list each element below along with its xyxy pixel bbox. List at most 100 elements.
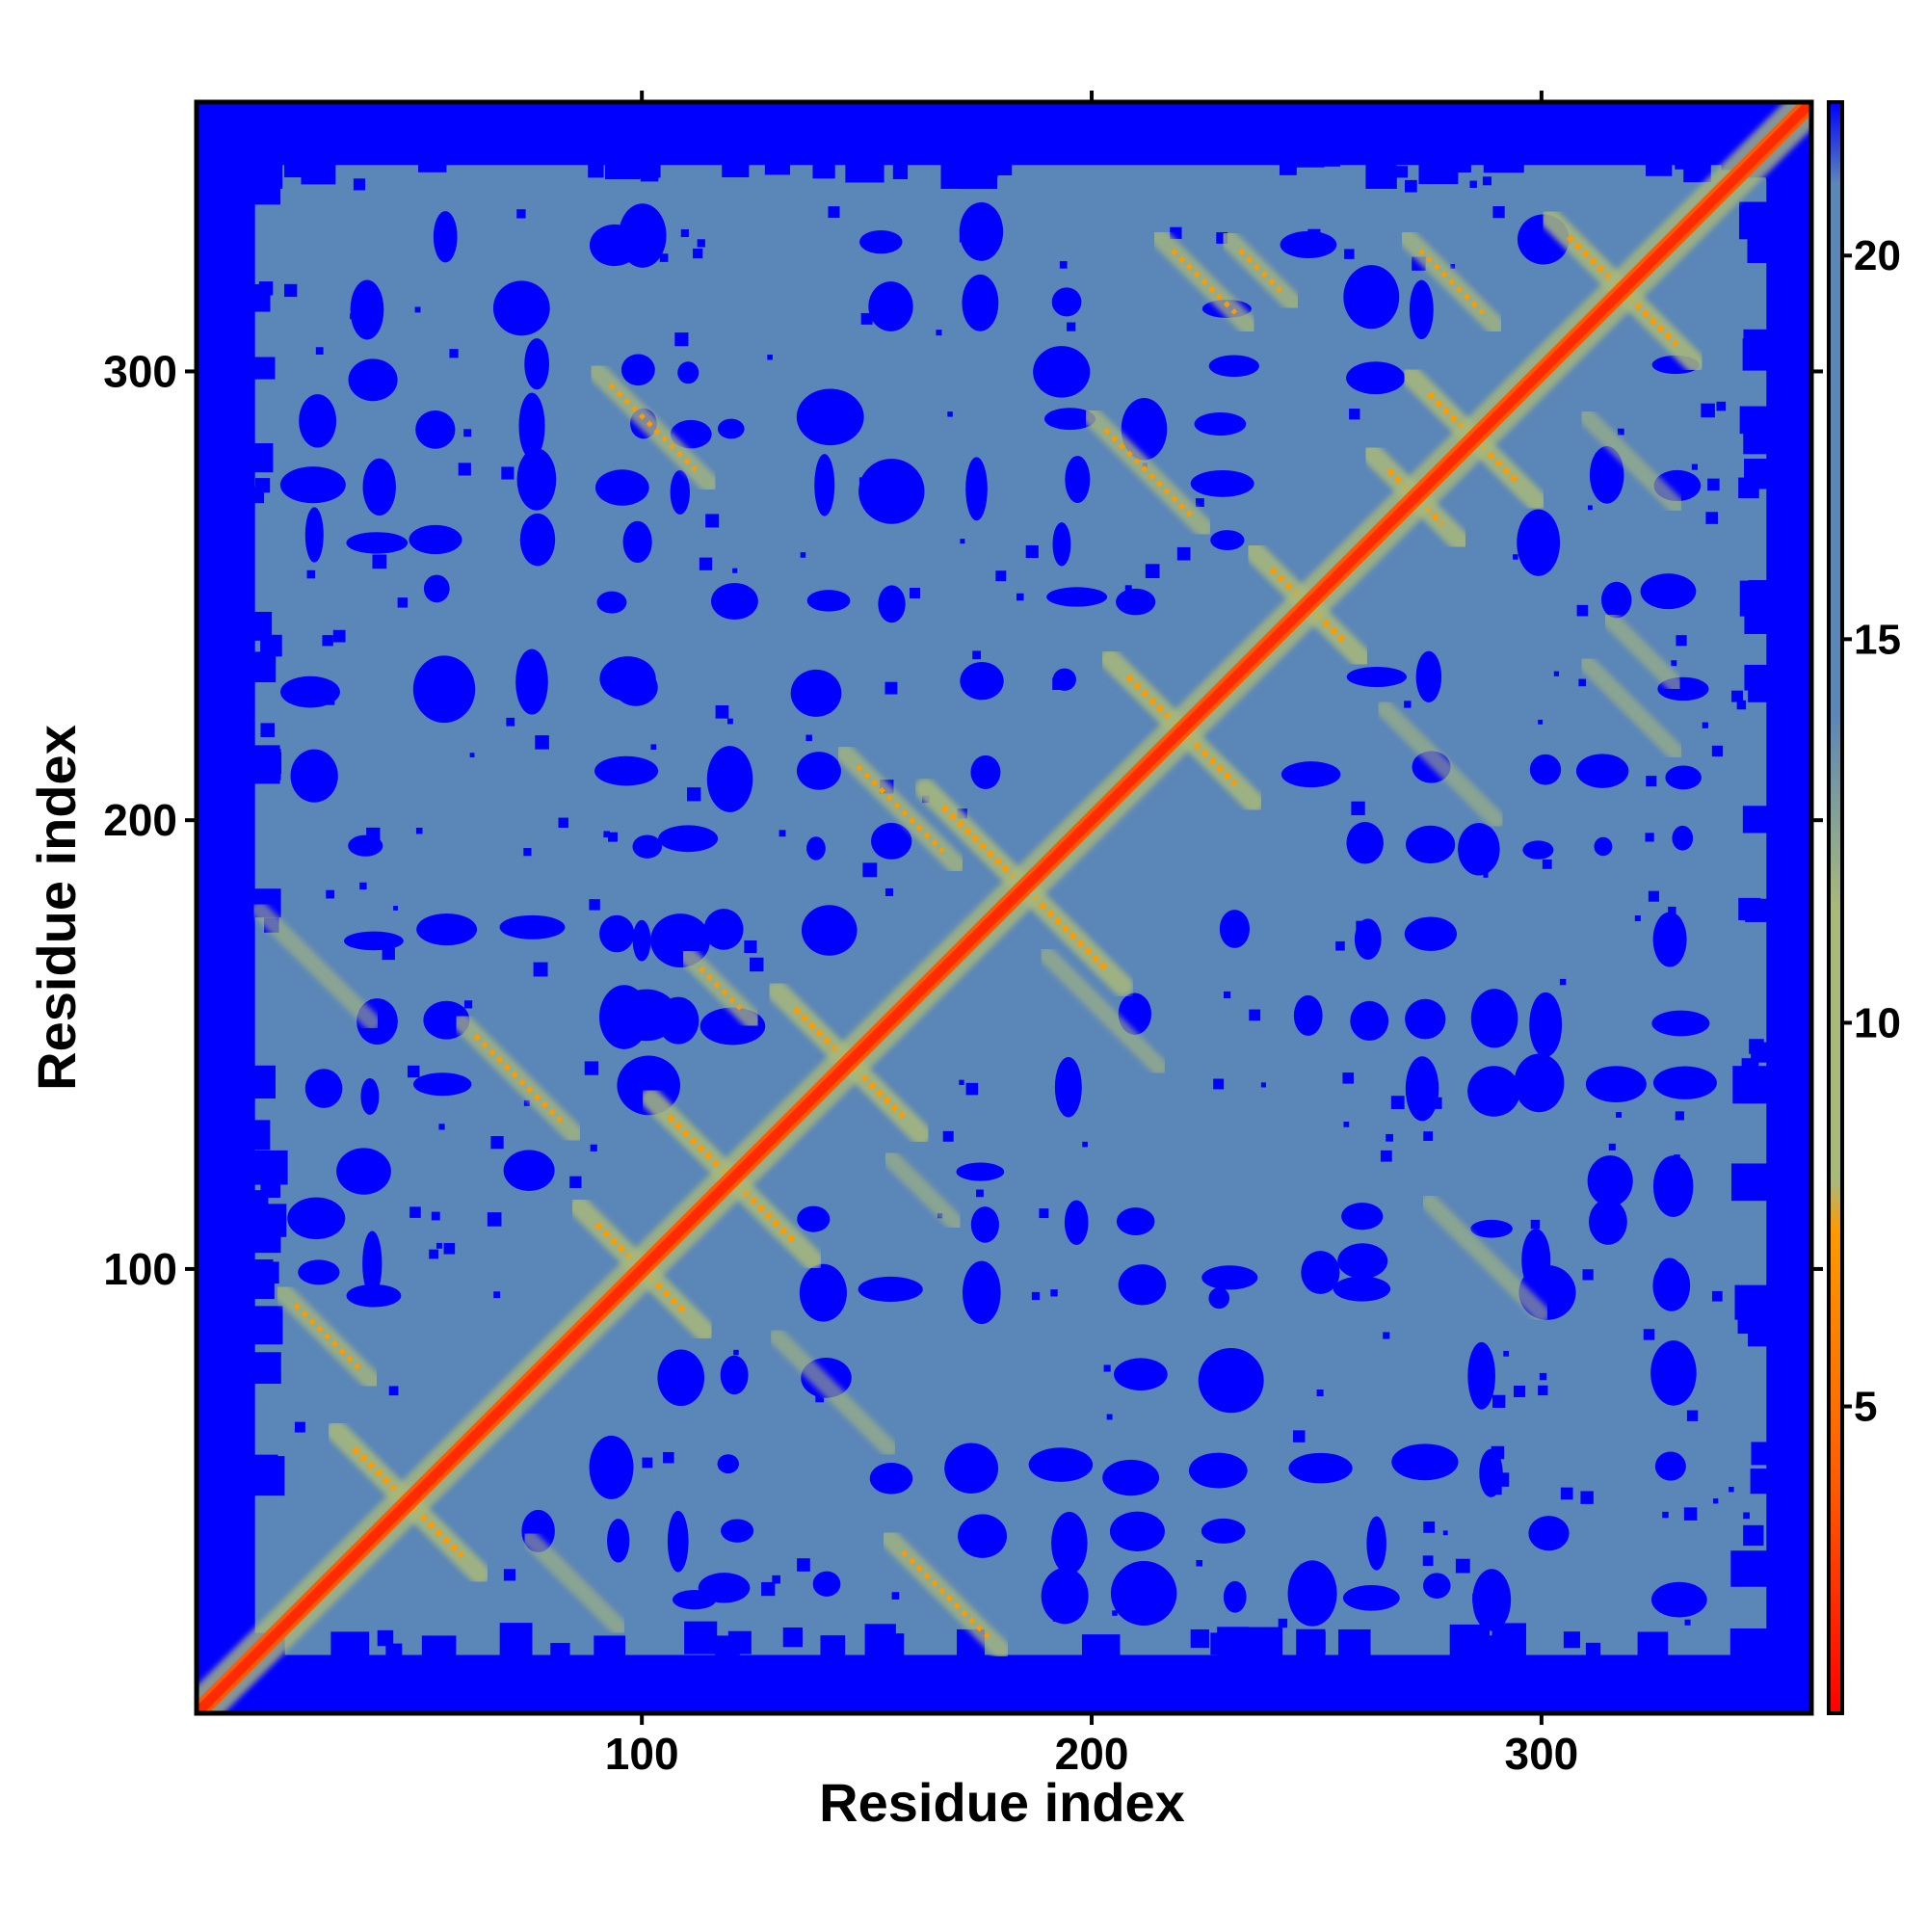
far-distance-dot xyxy=(490,1136,504,1150)
far-distance-dot xyxy=(506,717,515,727)
far-distance-blob xyxy=(1594,836,1613,857)
far-distance-dot xyxy=(858,477,866,484)
far-distance-dot xyxy=(1450,263,1456,269)
far-distance-dot xyxy=(815,1393,825,1403)
far-distance-blob xyxy=(1109,1511,1165,1551)
far-distance-blob xyxy=(1575,754,1629,788)
far-distance-dot xyxy=(797,1558,810,1572)
far-distance-dot xyxy=(326,889,335,899)
far-distance-dot xyxy=(1278,1618,1288,1628)
edge-fringe xyxy=(764,149,791,175)
far-distance-dot xyxy=(1469,180,1477,188)
y-axis: 100 200 300 xyxy=(103,346,197,1294)
far-distance-dot xyxy=(589,899,600,911)
far-distance-dot xyxy=(469,753,475,758)
edge-fringe xyxy=(645,162,661,178)
edge-fringe xyxy=(250,749,281,781)
far-distance-blob xyxy=(1528,1516,1570,1551)
contact-glow-mirror xyxy=(1038,945,1169,1076)
edge-fringe xyxy=(1190,1628,1209,1649)
far-distance-dot xyxy=(1482,176,1491,186)
far-distance-blob xyxy=(499,914,566,940)
right-axis-ticks xyxy=(1811,369,1823,1271)
far-distance-dot xyxy=(1050,1289,1058,1297)
far-distance-dot xyxy=(1686,1410,1699,1421)
far-distance-dot xyxy=(1260,1082,1267,1088)
far-distance-blob xyxy=(1423,1573,1451,1600)
edge-fringe xyxy=(1563,1631,1581,1649)
far-distance-dot xyxy=(891,1592,900,1600)
far-distance-dot xyxy=(569,1176,582,1188)
far-distance-dot xyxy=(1731,690,1743,702)
far-distance-blob xyxy=(1046,587,1108,607)
far-distance-blob xyxy=(677,361,700,384)
far-distance-dot xyxy=(1404,701,1412,708)
contact-glow xyxy=(587,361,720,493)
colorbar-gradient xyxy=(1827,100,1844,1715)
far-distance-dot xyxy=(1196,1559,1203,1567)
far-distance-blob xyxy=(343,931,404,951)
far-distance-dot xyxy=(942,1130,954,1142)
contact-glow-mirror xyxy=(1599,609,1685,695)
far-distance-blob xyxy=(1529,754,1562,785)
far-distance-dot xyxy=(732,568,738,573)
far-distance-blob xyxy=(717,1454,739,1474)
far-distance-blob xyxy=(1033,346,1091,398)
far-distance-blob xyxy=(1287,1560,1337,1627)
far-distance-dot xyxy=(1538,719,1544,725)
far-distance-blob xyxy=(1343,265,1400,330)
far-distance-blob xyxy=(412,1072,472,1097)
far-distance-dot xyxy=(321,691,335,705)
far-distance-dot xyxy=(733,1349,739,1356)
far-distance-dot xyxy=(1601,461,1611,470)
far-distance-blob xyxy=(1051,1511,1088,1575)
far-distance-blob xyxy=(1405,1056,1439,1122)
far-distance-blob xyxy=(959,201,1004,261)
far-distance-dot xyxy=(1492,206,1505,219)
far-distance-blob xyxy=(667,1510,689,1573)
far-distance-blob xyxy=(657,1349,705,1407)
far-distance-blob xyxy=(1472,1569,1512,1631)
edge-fringe xyxy=(377,1629,394,1647)
far-distance-blob xyxy=(670,419,712,449)
far-distance-dot xyxy=(1422,1555,1434,1567)
far-distance-blob xyxy=(1409,279,1434,340)
far-distance-dot xyxy=(408,1065,420,1078)
far-distance-dot xyxy=(350,313,356,320)
far-distance-dot xyxy=(663,1451,674,1464)
far-distance-dot xyxy=(1390,1096,1405,1110)
y-axis-title: Residue index xyxy=(26,725,87,1091)
far-distance-blob xyxy=(1337,1243,1388,1280)
far-distance-dot xyxy=(1616,1112,1622,1118)
far-distance-dot xyxy=(705,514,720,528)
far-distance-dot xyxy=(1617,428,1624,436)
far-distance-blob xyxy=(801,905,858,956)
far-distance-dot xyxy=(1711,745,1724,757)
far-distance-dot xyxy=(443,1242,456,1255)
far-distance-blob xyxy=(516,448,557,511)
far-distance-dot xyxy=(1582,1269,1594,1281)
far-distance-blob xyxy=(1219,910,1251,948)
edge-fringe xyxy=(253,1318,274,1338)
edge-fringe xyxy=(1418,145,1459,185)
edge-fringe xyxy=(892,164,909,179)
far-distance-blob xyxy=(1114,1358,1168,1391)
far-distance-dot xyxy=(1176,546,1191,561)
far-distance-dot xyxy=(1684,1619,1691,1626)
edge-fringe xyxy=(1646,149,1673,176)
contact-band xyxy=(293,1303,360,1370)
contact-glow-mirror xyxy=(1420,1193,1550,1323)
far-distance-dot xyxy=(1307,228,1321,242)
far-distance-dot xyxy=(1691,463,1698,470)
edge-fringe xyxy=(1618,142,1639,163)
far-distance-dot xyxy=(603,831,610,838)
far-distance-dot xyxy=(936,330,942,336)
far-distance-dot xyxy=(1031,1291,1041,1301)
far-distance-dot xyxy=(1213,1078,1225,1090)
far-distance-blob xyxy=(1654,1451,1686,1481)
far-distance-blob xyxy=(1210,530,1245,551)
far-distance-dot xyxy=(680,228,689,238)
far-distance-blob xyxy=(1041,1567,1089,1625)
far-distance-blob xyxy=(1293,994,1323,1036)
